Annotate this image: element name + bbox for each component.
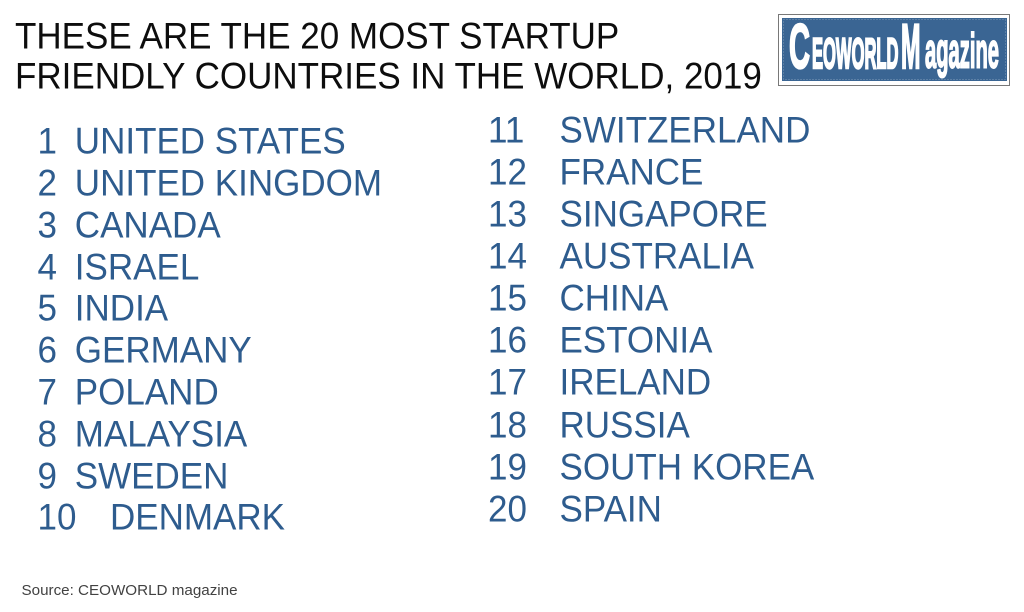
svg-text:agazine: agazine <box>925 24 999 78</box>
svg-text:EOWORLD: EOWORLD <box>812 31 899 78</box>
svg-text:C: C <box>789 18 810 81</box>
svg-text:M: M <box>901 18 921 81</box>
